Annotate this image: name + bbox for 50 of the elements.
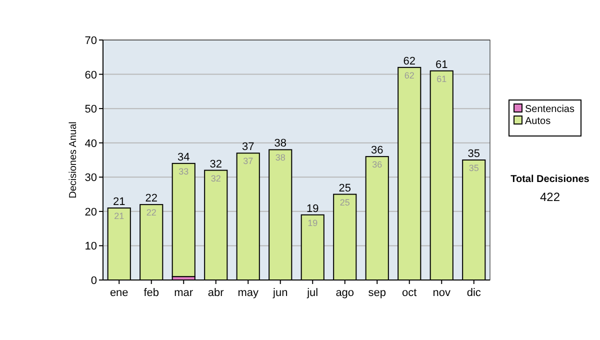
y-tick-label: 30 [84,172,97,184]
legend-label: Sentencias [525,104,574,115]
data-label: 25 [340,197,350,208]
y-axis-title: Decisiones Anual [68,122,79,198]
data-label: 61 [436,74,447,84]
total-label: 25 [338,182,351,194]
total-label: 34 [178,151,190,164]
y-tick-label: 60 [84,69,97,82]
data-label: 38 [275,152,286,163]
data-label: 37 [243,156,254,166]
x-tick-label: nov [432,287,451,299]
total-label: 36 [371,144,384,157]
total-label: 22 [145,192,158,205]
text: Total Decisiones [510,174,590,185]
data-label: 19 [308,218,318,228]
x-tick-label: jul [306,287,318,299]
bar [172,162,196,278]
x-tick-label: ago [336,287,354,299]
data-label: 36 [372,160,382,170]
y-tick-label: 70 [84,35,97,47]
x-tick-label: mar [174,287,194,299]
x-tick-label: feb [144,287,160,299]
x-tick-label: dic [466,287,482,299]
x-tick-label: sep [368,287,386,299]
y-tick-label: 0 [90,275,97,287]
total-label: 21 [113,196,126,208]
x-tick-label: abr [208,287,224,299]
total-label: 37 [242,141,254,154]
data-label: 62 [404,70,414,80]
x-tick-label: oct [402,287,417,299]
total-label: 62 [403,55,416,68]
data-label: 21 [114,211,124,221]
y-tick-label: 50 [84,104,97,116]
x-tick-label: may [238,287,260,299]
total-label: 61 [436,58,448,71]
y-tick-label: 20 [84,206,97,218]
data-label: 22 [146,208,156,218]
total-label: 19 [306,202,319,215]
data-label: 35 [468,163,479,173]
data-label: 32 [210,173,221,184]
y-tick-label: 10 [84,240,97,253]
total-label: 38 [274,138,286,150]
total-label: 35 [468,148,480,160]
x-tick-label: jun [272,287,288,299]
legend-label: Autos [525,116,551,127]
x-tick-label: ene [110,287,128,299]
data-label: 33 [178,166,189,176]
y-tick-label: 40 [84,138,97,150]
total-label: 32 [210,158,222,170]
text: 422 [540,190,560,204]
